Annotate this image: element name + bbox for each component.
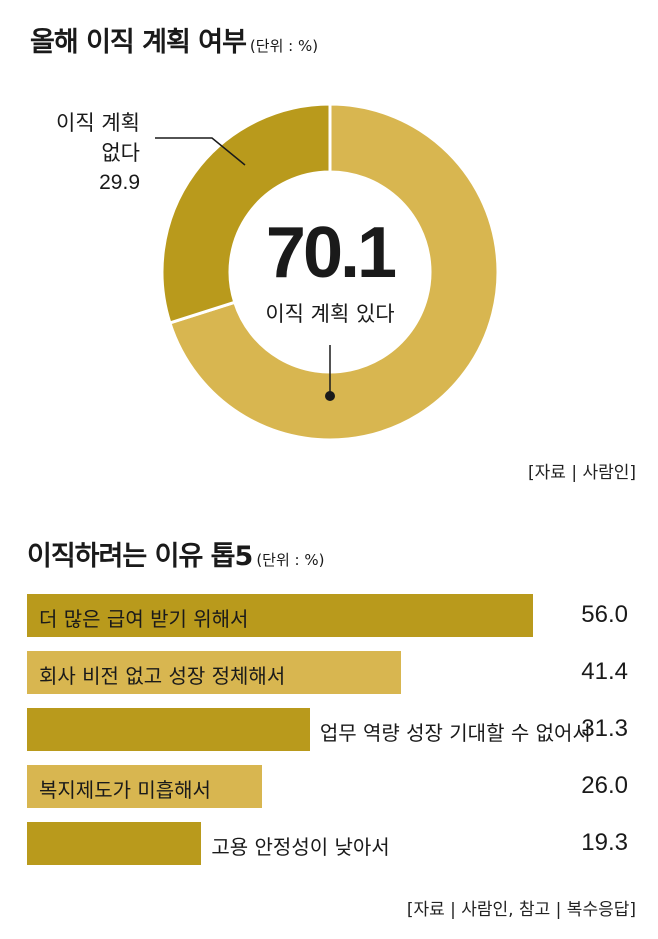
donut-outer-label-value: 29.9 xyxy=(99,171,140,194)
donut-leader-line-no xyxy=(155,137,246,166)
bar-source-note: [자료 | 사람인, 참고 | 복수응답] xyxy=(406,900,636,920)
donut-chart-title: 올해 이직 계획 여부 (단위 : %) xyxy=(30,27,319,58)
bar xyxy=(27,651,402,694)
donut-outer-label-line1: 이직 계획 xyxy=(56,111,140,135)
bar xyxy=(27,708,310,751)
bar-unit-label: (단위 : %) xyxy=(256,551,325,569)
bar-value-label: 19.3 xyxy=(581,829,628,856)
bar-value-label: 26.0 xyxy=(581,772,628,799)
donut-unit-label: (단위 : %) xyxy=(249,37,319,55)
donut-outer-label: 이직 계획 없다 29.9 xyxy=(20,108,140,198)
bar-category-label: 더 많은 급여 받기 위해서 xyxy=(39,607,249,631)
bar-value-label: 31.3 xyxy=(581,715,628,742)
donut-center-value: 70.1 xyxy=(265,213,397,293)
bar xyxy=(27,822,202,865)
bar-chart-title: 이직하려는 이유 톱5 (단위 : %) xyxy=(27,541,325,572)
bar-category-label: 회사 비전 없고 성장 정체해서 xyxy=(39,664,286,688)
donut-source-note: [자료 | 사람인] xyxy=(528,463,636,483)
bar-category-label: 복지제도가 미흡해서 xyxy=(39,778,211,802)
donut-leader-dot xyxy=(325,391,335,401)
bar-value-label: 41.4 xyxy=(581,658,628,685)
donut-slice xyxy=(168,102,500,442)
donut-outer-label-line2: 없다 xyxy=(101,141,140,165)
donut-center-label: 이직 계획 있다 xyxy=(265,302,395,326)
bar-category-label: 업무 역량 성장 기대할 수 없어서 xyxy=(319,721,591,745)
bar-value-label: 56.0 xyxy=(581,601,628,628)
bar xyxy=(27,594,533,637)
donut-slice xyxy=(160,102,332,325)
donut-chart xyxy=(155,102,500,442)
bar-category-label: 고용 안정성이 낮아서 xyxy=(211,835,390,859)
bar xyxy=(27,765,262,808)
